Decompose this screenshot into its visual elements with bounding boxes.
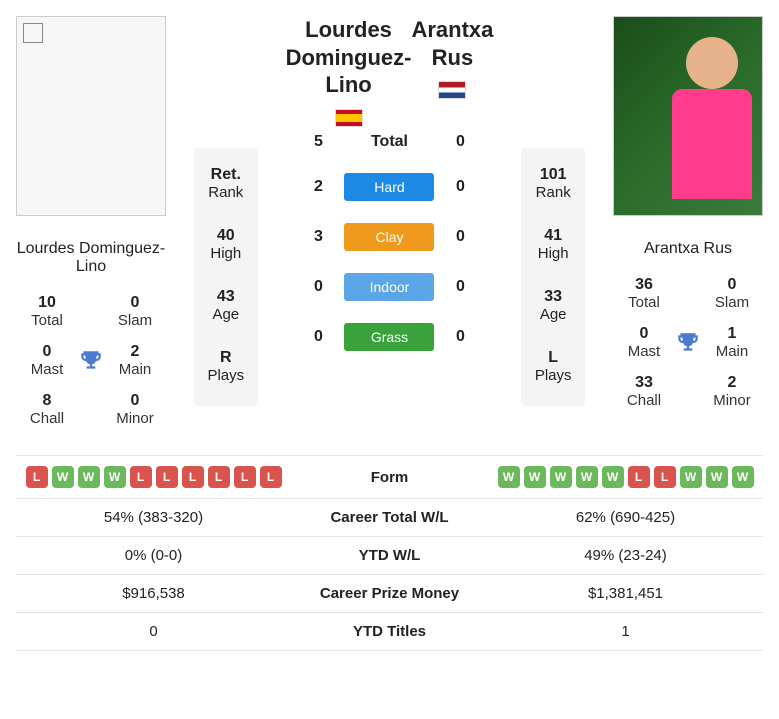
form-badge[interactable]: L: [156, 466, 178, 488]
form-badge[interactable]: W: [104, 466, 126, 488]
form-badge[interactable]: W: [732, 466, 754, 488]
surface-row: 0Indoor0: [310, 273, 468, 301]
form-badge[interactable]: L: [234, 466, 256, 488]
form-badge[interactable]: W: [680, 466, 702, 488]
player-left-photo: [16, 16, 166, 216]
player-right-photo: [613, 16, 763, 216]
surface-row: 0Grass0: [310, 323, 468, 351]
table-row: $916,538Career Prize Money$1,381,451: [16, 575, 763, 613]
form-badge[interactable]: W: [550, 466, 572, 488]
form-badge[interactable]: L: [26, 466, 48, 488]
player-right-header: Arantxa Rus: [411, 16, 493, 99]
form-badge[interactable]: L: [628, 466, 650, 488]
form-badge[interactable]: W: [602, 466, 624, 488]
form-badge[interactable]: L: [130, 466, 152, 488]
form-badge[interactable]: L: [182, 466, 204, 488]
trophy-icon: [675, 325, 701, 360]
table-row: 54% (383-320)Career Total W/L62% (690-42…: [16, 499, 763, 537]
flag-nl-icon: [438, 81, 466, 99]
surface-pill[interactable]: Hard: [344, 173, 434, 201]
player-right-name-under: Arantxa Rus: [613, 240, 763, 258]
surface-pill[interactable]: Indoor: [344, 273, 434, 301]
table-row: 0YTD Titles1: [16, 613, 763, 651]
surface-row: 3Clay0: [310, 223, 468, 251]
h2h-surface-table: 5Total0 2Hard0 3Clay0 0Indoor0 0Grass0: [286, 133, 494, 351]
form-badge[interactable]: L: [208, 466, 230, 488]
player-left-rank-card: Ret.Rank 40High 43Age RPlays: [194, 148, 258, 406]
form-badge[interactable]: W: [52, 466, 74, 488]
player-right-rank-card: 101Rank 41High 33Age LPlays: [521, 148, 585, 406]
form-badge[interactable]: W: [524, 466, 546, 488]
form-badge[interactable]: W: [706, 466, 728, 488]
form-badge[interactable]: W: [498, 466, 520, 488]
player-left-header: Lourdes Dominguez-Lino: [286, 16, 412, 127]
flag-es-icon: [335, 109, 363, 127]
player-left-name-under: Lourdes Dominguez-Lino: [16, 240, 166, 276]
player-left-card: Lourdes Dominguez-Lino 10Total 0Slam 0Ma…: [16, 16, 166, 427]
trophy-icon: [78, 343, 104, 378]
player-left-mini-stats: 10Total 0Slam 0Mast 2Main 8Chall 0Minor: [16, 294, 166, 427]
table-row: 0% (0-0)YTD W/L49% (23-24): [16, 537, 763, 575]
form-badge[interactable]: W: [78, 466, 100, 488]
form-badge[interactable]: L: [654, 466, 676, 488]
surface-pill[interactable]: Total: [344, 133, 434, 151]
table-row: LWWWLLLLLLFormWWWWWLLWWW: [16, 455, 763, 499]
player-right-mini-stats: 36Total 0Slam 0Mast 1Main 33Chall 2Minor: [613, 276, 763, 409]
surface-row: 2Hard0: [310, 173, 468, 201]
surface-pill[interactable]: Grass: [344, 323, 434, 351]
surface-row: 5Total0: [310, 133, 468, 151]
form-badge[interactable]: W: [576, 466, 598, 488]
surface-pill[interactable]: Clay: [344, 223, 434, 251]
form-badge[interactable]: L: [260, 466, 282, 488]
comparison-table: LWWWLLLLLLFormWWWWWLLWWW54% (383-320)Car…: [16, 455, 763, 651]
player-right-card: Arantxa Rus 36Total 0Slam 0Mast 1Main 33…: [613, 16, 763, 409]
